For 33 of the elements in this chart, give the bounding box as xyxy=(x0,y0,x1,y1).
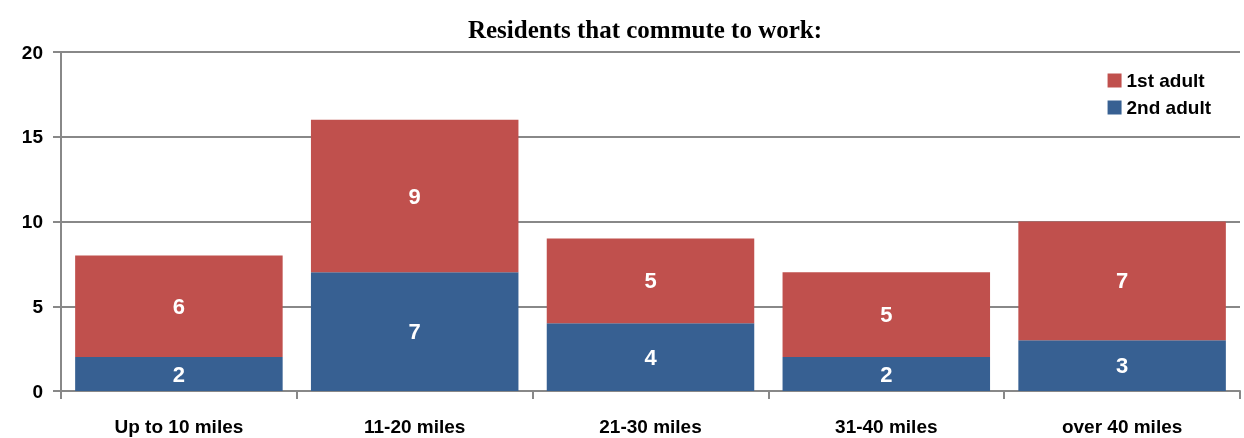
x-tick-label: 21-30 miles xyxy=(599,416,702,437)
y-tick-label: 15 xyxy=(21,126,44,148)
bar xyxy=(1018,340,1226,391)
x-tick-label: Up to 10 miles xyxy=(114,416,244,437)
bar xyxy=(782,272,991,358)
x-tick-label: over 40 miles xyxy=(1061,416,1183,437)
bar xyxy=(546,323,755,391)
bar xyxy=(782,357,991,391)
data-label: 5 xyxy=(880,302,893,328)
bar xyxy=(546,238,755,324)
bar xyxy=(75,255,283,358)
data-label: 7 xyxy=(408,319,421,345)
bar xyxy=(75,357,283,391)
chart-title: Residents that commute to work: xyxy=(467,16,823,43)
data-label: 4 xyxy=(644,344,658,370)
y-tick-label: 5 xyxy=(32,295,44,317)
legend-label: 1st adult xyxy=(1126,70,1206,91)
data-label: 2 xyxy=(880,361,893,387)
x-tick-label: 31-40 miles xyxy=(835,416,938,437)
bar xyxy=(1018,221,1226,341)
y-tick-label: 0 xyxy=(32,380,43,402)
data-label: 2 xyxy=(172,361,186,387)
legend-label: 2nd adult xyxy=(1126,97,1212,118)
bar xyxy=(310,119,519,273)
data-label: 3 xyxy=(1115,353,1129,379)
data-label: 6 xyxy=(172,293,186,319)
y-tick-label: 10 xyxy=(21,211,43,232)
data-label: 5 xyxy=(644,268,657,294)
data-label: 9 xyxy=(408,183,421,209)
data-label: 7 xyxy=(1115,268,1129,294)
x-tick-label: 11-20 miles xyxy=(363,416,466,437)
bar xyxy=(310,272,519,391)
y-tick-label: 20 xyxy=(21,41,43,63)
